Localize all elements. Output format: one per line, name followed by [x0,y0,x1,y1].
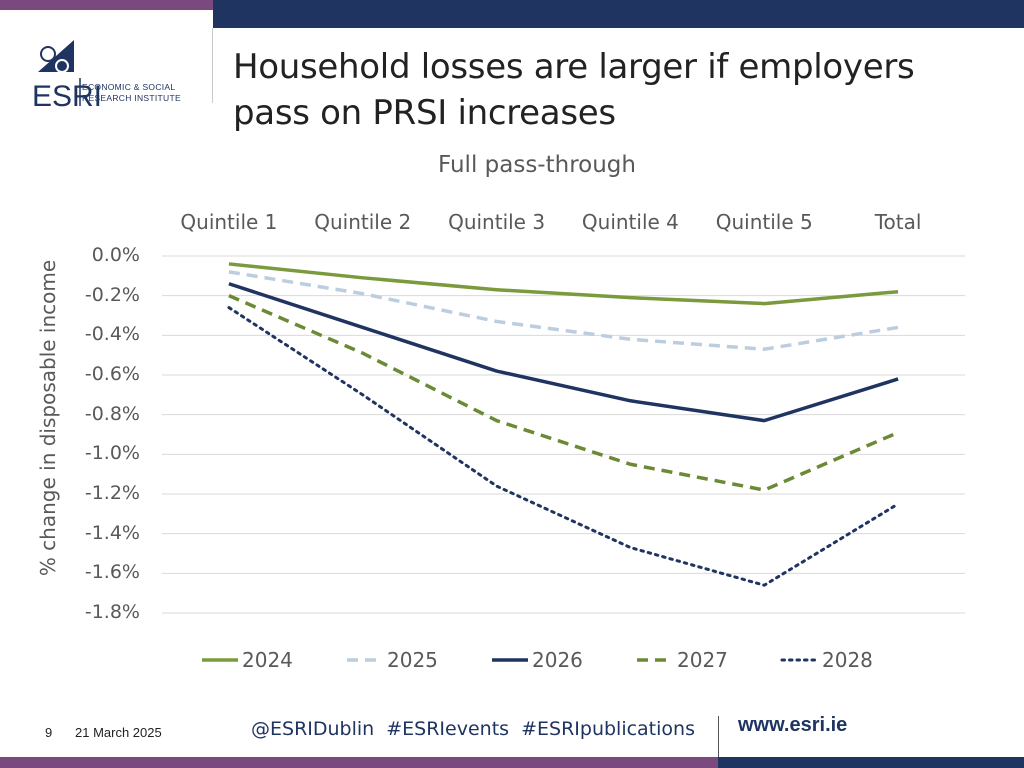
y-tick-label: -1.2% [84,482,140,504]
page-number: 9 [45,725,53,740]
y-tick-label: -1.4% [84,521,140,544]
footer-divider [718,716,719,757]
y-tick-label: 0.0% [91,244,140,266]
header-divider [212,28,213,103]
legend-swatch [780,658,820,662]
y-tick-label: -0.2% [84,283,140,306]
footer-navy-bar [718,757,1024,768]
legend-label: 2026 [532,648,583,672]
esri-logo: ESRI [32,40,102,110]
y-tick-label: -1.6% [84,561,140,584]
y-tick-label: -0.6% [84,363,140,385]
series-line-2024 [228,262,899,306]
top-accent-bar [0,0,213,10]
y-tick-label: -1.0% [84,442,140,465]
legend-label: 2025 [387,648,438,672]
series-line-2026 [228,282,899,423]
logo-wordmark: ESRI [32,80,102,110]
logo-triangle-icon [38,40,74,72]
footer-date: 21 March 2025 [75,725,162,740]
category-label: Quintile 4 [581,210,679,234]
slide-title: Household losses are larger if employers… [233,47,915,133]
footer-accent-bar [0,757,718,768]
y-tick-label: -1.8% [84,601,140,623]
chart-title: Full pass-through [438,152,636,178]
logo-circle-icon [40,46,56,62]
legend-swatch [347,658,383,662]
logo-circle-small-icon [55,59,69,73]
legend-label: 2027 [677,648,728,672]
logo-line-2: RESEARCH INSTITUTE [82,93,181,103]
y-tick-label: -0.4% [84,323,140,346]
footer-social-tags: @ESRIDublin #ESRIevents #ESRIpublication… [251,718,695,740]
y-tick-label: -0.8% [84,402,140,425]
legend-swatch [637,658,673,662]
category-label: Quintile 5 [715,210,813,234]
website-link[interactable]: www.esri.ie [738,714,848,736]
category-label: Quintile 3 [448,210,546,234]
category-label: Quintile 1 [180,210,278,234]
legend-swatch [492,658,528,662]
top-header-bar [213,0,1024,28]
category-label: Quintile 2 [314,210,412,234]
legend-swatch [202,658,238,662]
series-line-2028 [227,306,900,587]
logo-line-1: ECONOMIC & SOCIAL [82,82,176,92]
legend-label: 2024 [242,648,293,672]
series-line-2025 [228,270,899,351]
series-line-2027 [228,294,899,492]
legend-label: 2028 [822,648,873,672]
category-label: Total [874,210,922,234]
